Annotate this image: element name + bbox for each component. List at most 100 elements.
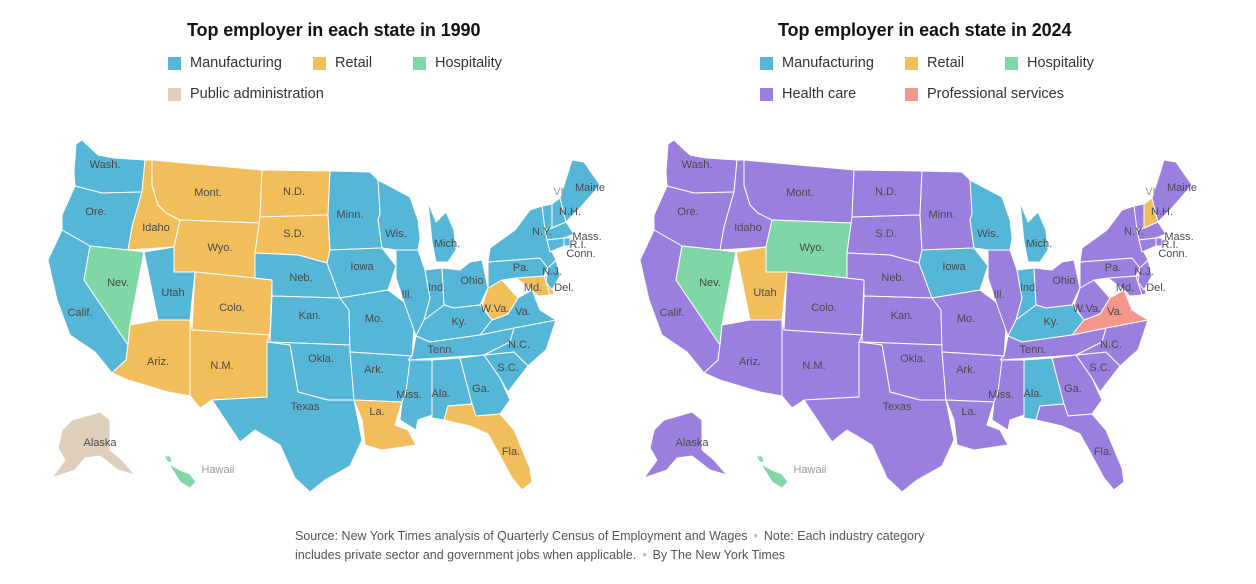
state-fla	[443, 403, 533, 491]
state-label-miss: Miss.	[988, 389, 1014, 401]
state-label-ny: N.Y.	[1124, 226, 1144, 238]
state-label-okla: Okla.	[308, 353, 334, 365]
state-label-hawaii: Hawaii	[201, 464, 234, 476]
state-label-idaho: Idaho	[734, 222, 762, 234]
map-title: Top employer in each state in 2024	[778, 20, 1072, 40]
legend-item: Manufacturing	[168, 55, 282, 71]
state-label-mass: Mass.	[1164, 231, 1193, 243]
state-mich	[1019, 201, 1049, 263]
state-texas	[211, 341, 363, 493]
state-label-ohio: Ohio	[460, 275, 483, 287]
state-label-iowa: Iowa	[942, 261, 966, 273]
state-ny	[1079, 205, 1149, 269]
state-label-ill: Ill.	[994, 289, 1005, 301]
map-title: Top employer in each state in 1990	[187, 20, 481, 40]
state-label-nj: N.J.	[542, 266, 562, 278]
legend-label: Public administration	[190, 86, 324, 102]
state-label-ri: R.I.	[569, 239, 586, 251]
state-label-ariz: Ariz.	[739, 356, 761, 368]
separator-dot: •	[753, 529, 758, 543]
state-label-ky: Ky.	[1043, 316, 1058, 328]
legend-swatch	[905, 56, 918, 70]
legend-label: Retail	[927, 55, 965, 71]
legend-label: Health care	[782, 86, 857, 102]
state-conn	[546, 237, 565, 253]
state-label-minn: Minn.	[929, 209, 956, 221]
state-label-pa: Pa.	[1105, 262, 1122, 274]
state-label-alaska: Alaska	[83, 437, 117, 449]
state-label-texas: Texas	[883, 401, 912, 413]
state-label-hawaii: Hawaii	[793, 464, 826, 476]
state-label-va: Va.	[1107, 306, 1123, 318]
state-nc	[483, 319, 557, 367]
legend-label: Retail	[335, 55, 373, 71]
state-label-idaho: Idaho	[142, 222, 170, 234]
legend-label: Hospitality	[435, 55, 502, 71]
state-label-wyo: Wyo.	[208, 242, 233, 254]
state-label-calif: Calif.	[67, 307, 92, 319]
source-note: Source: New York Times analysis of Quart…	[295, 527, 955, 565]
state-label-md: Md.	[1116, 282, 1134, 294]
state-label-va: Va.	[515, 306, 531, 318]
legend-swatch	[1005, 56, 1018, 70]
state-label-del: Del.	[1146, 282, 1166, 294]
state-label-conn: Conn.	[566, 248, 595, 260]
state-label-nm: N.M.	[210, 360, 233, 372]
state-texas	[803, 341, 955, 493]
legend-swatch	[413, 56, 426, 70]
state-alaska	[643, 411, 728, 479]
state-label-minn: Minn.	[337, 209, 364, 221]
state-label-mont: Mont.	[786, 187, 814, 199]
state-label-fla: Fla.	[502, 446, 520, 458]
state-conn	[1138, 237, 1157, 253]
state-label-neb: Neb.	[881, 272, 904, 284]
state-label-alaska: Alaska	[675, 437, 709, 449]
state-label-colo: Colo.	[219, 302, 245, 314]
legend-swatch	[168, 56, 181, 70]
state-hawaii	[755, 455, 789, 489]
state-label-pa: Pa.	[513, 262, 530, 274]
note-text: Note: Each industry category includes pr…	[295, 529, 925, 562]
legend-swatch	[168, 87, 181, 101]
state-label-tenn: Tenn.	[428, 344, 455, 356]
state-label-nc: N.C.	[508, 339, 530, 351]
state-label-nh: N.H.	[559, 206, 581, 218]
state-fla	[1035, 403, 1125, 491]
state-label-ind: Ind.	[428, 282, 446, 294]
legend-swatch	[313, 56, 326, 70]
state-label-del: Del.	[554, 282, 574, 294]
state-label-ariz: Ariz.	[147, 356, 169, 368]
state-mich	[427, 201, 457, 263]
us-map-1990: Wash. Ore. Calif. Idaho Nev. Utah Ariz. Mont. Wy…	[47, 139, 605, 493]
state-label-tenn: Tenn.	[1020, 344, 1047, 356]
state-label-ore: Ore.	[677, 206, 698, 218]
state-label-la: La.	[369, 406, 384, 418]
legend-item: Hospitality	[413, 55, 502, 71]
state-label-mich: Mich.	[434, 238, 460, 250]
state-label-utah: Utah	[161, 287, 184, 299]
separator-dot: •	[642, 548, 647, 562]
state-label-ark: Ark.	[364, 364, 384, 376]
state-label-sc: S.C.	[497, 362, 518, 374]
legend-swatch	[760, 56, 773, 70]
map-panel-2024: Top employer in each state in 2024 Manuf…	[632, 0, 1232, 510]
state-label-kan: Kan.	[299, 310, 322, 322]
legend-item: Retail	[905, 55, 964, 71]
state-mo	[931, 289, 1007, 357]
state-label-mich: Mich.	[1026, 238, 1052, 250]
state-label-ill: Ill.	[402, 289, 413, 301]
state-label-maine: Maine	[1167, 182, 1197, 194]
state-label-mont: Mont.	[194, 187, 222, 199]
state-label-wva: W.Va.	[481, 303, 510, 315]
state-alaska	[51, 411, 136, 479]
state-label-wash: Wash.	[90, 159, 121, 171]
state-label-wva: W.Va.	[1073, 303, 1102, 315]
state-label-okla: Okla.	[900, 353, 926, 365]
state-label-nev: Nev.	[107, 277, 129, 289]
state-label-sd: S.D.	[283, 228, 304, 240]
source-text: Source: New York Times analysis of Quart…	[295, 529, 748, 543]
state-label-calif: Calif.	[659, 307, 684, 319]
state-label-ala: Ala.	[432, 388, 451, 400]
state-label-ore: Ore.	[85, 206, 106, 218]
state-label-ind: Ind.	[1020, 282, 1038, 294]
